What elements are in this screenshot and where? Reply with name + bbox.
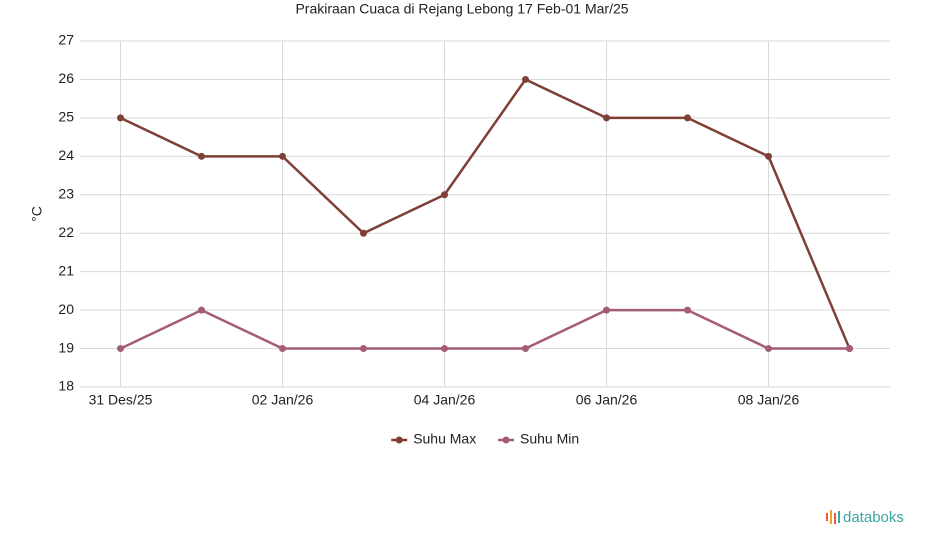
series-line — [119, 308, 850, 350]
legend-marker — [395, 436, 403, 444]
series-line — [119, 77, 851, 350]
data-point — [360, 229, 367, 237]
data-point — [198, 306, 205, 314]
legend-label: Suhu Max — [413, 431, 476, 447]
y-tick-label: 26 — [58, 70, 74, 86]
data-point — [360, 345, 367, 353]
chart-title: Prakiraan Cuaca di Rejang Lebong 17 Feb-… — [295, 1, 628, 17]
data-point — [765, 345, 772, 353]
data-point — [603, 114, 610, 122]
y-tick-label: 23 — [58, 185, 74, 201]
data-point — [198, 152, 205, 160]
data-point — [279, 345, 286, 353]
x-tick-label: 02 Jan/26 — [252, 392, 314, 408]
y-tick-label: 20 — [58, 301, 74, 317]
legend-label: Suhu Min — [520, 431, 579, 447]
x-tick-label: 08 Jan/26 — [738, 392, 800, 408]
data-point — [441, 191, 448, 199]
y-tick-label: 18 — [58, 378, 74, 394]
legend-item: Suhu Min — [498, 431, 579, 447]
y-tick-label: 19 — [58, 339, 74, 355]
x-tick-label: 31 Des/25 — [89, 392, 153, 408]
data-point — [684, 114, 691, 122]
data-point — [765, 152, 772, 160]
y-tick-label: 25 — [58, 109, 74, 125]
watermark: databoks — [843, 509, 904, 526]
x-tick-label: 04 Jan/26 — [414, 392, 476, 408]
data-point — [117, 345, 124, 353]
logo — [826, 510, 840, 524]
legend-item: Suhu Max — [391, 431, 476, 447]
y-tick-label: 24 — [58, 147, 74, 163]
legend-marker — [502, 436, 510, 444]
data-point — [522, 345, 529, 353]
data-point — [522, 75, 529, 83]
x-tick-label: 06 Jan/26 — [576, 392, 638, 408]
data-point — [684, 306, 691, 314]
y-axis-label: °C — [29, 206, 45, 222]
data-point — [117, 114, 124, 122]
data-point — [279, 152, 286, 160]
y-tick-label: 22 — [58, 224, 74, 240]
data-point — [846, 345, 853, 353]
data-point — [441, 345, 448, 353]
data-point — [603, 306, 610, 314]
y-tick-label: 21 — [58, 262, 74, 278]
y-tick-label: 27 — [58, 32, 74, 48]
